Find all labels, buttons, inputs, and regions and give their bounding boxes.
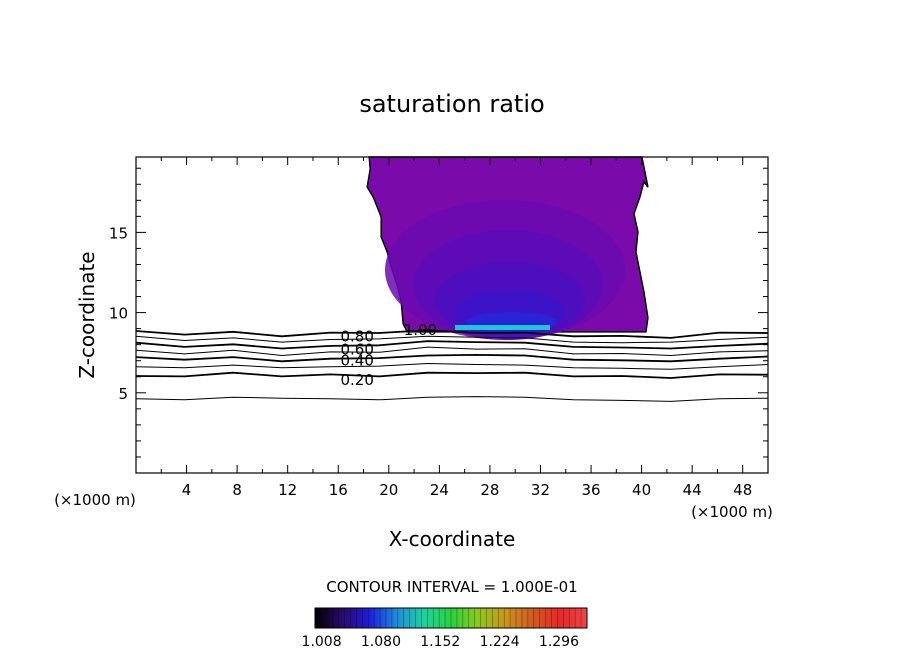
contour-line-0.7 [135,335,769,344]
saturation-fill [366,156,649,340]
plume-core [455,325,550,330]
colorbar-rect [314,607,588,629]
contour-label: 0.80 [340,328,373,346]
contour-line-0.1 [135,396,769,402]
plot-frame [135,156,769,474]
contour-label: 0.60 [340,340,373,358]
contour-line-0.3 [135,362,769,370]
plot-area: 0.800.600.400.201.00 4 8 12 16 20 24 28 32 36 40 4… [109,156,769,499]
contour-label: 0.40 [340,352,373,370]
contour-line-0.2 [135,371,769,379]
colorbar-tick-label: 1.008 [302,634,342,650]
contour-line-0.5 [135,346,769,357]
y-ticks: 5 10 15 [109,167,768,458]
contour-labels: 0.800.600.400.20 1.00 [340,321,437,389]
colorbar-ticks: 1.008 1.080 1.152 1.224 1.296 [302,634,580,650]
colorbar-tick-label: 1.080 [361,634,401,650]
y-tick-label: 15 [109,224,128,242]
contour-label: 1.00 [404,321,437,339]
contour-line-0.6 [135,340,769,350]
x-tick-label: 44 [683,481,702,499]
contour-line-0.4 [135,353,769,363]
y-axis-label: Z-coordinate [75,251,99,378]
colorbar: 1.008 1.080 1.152 1.224 1.296 [302,607,588,650]
x-ticks: 4 8 12 16 20 24 28 32 36 40 44 48 [160,157,752,499]
x-unit-label-left: (×1000 m) [54,491,136,509]
x-tick-label: 24 [430,481,449,499]
chart-title: saturation ratio [359,90,544,118]
x-tick-label: 12 [278,481,297,499]
colorbar-tick-label: 1.152 [420,634,460,650]
x-unit-label-right: (×1000 m) [691,503,773,521]
contour-line-0.8 [135,329,769,339]
x-tick-label: 8 [232,481,242,499]
x-tick-label: 20 [379,481,398,499]
contour-label: 0.20 [340,371,373,389]
colorbar-tick-label: 1.224 [480,634,520,650]
x-axis-label: X-coordinate [389,527,516,551]
contour-interval-label: CONTOUR INTERVAL = 1.000E-01 [326,578,577,596]
x-tick-label: 16 [329,481,348,499]
x-tick-label: 28 [480,481,499,499]
colorbar-stripes [320,608,582,628]
colorbar-tick-label: 1.296 [539,634,579,650]
x-tick-label: 48 [733,481,752,499]
x-tick-label: 4 [182,481,192,499]
y-tick-label: 10 [109,305,128,323]
y-tick-label: 5 [118,385,128,403]
x-tick-label: 40 [632,481,651,499]
x-tick-label: 32 [531,481,550,499]
contour-lines [135,329,769,402]
x-tick-label: 36 [581,481,600,499]
